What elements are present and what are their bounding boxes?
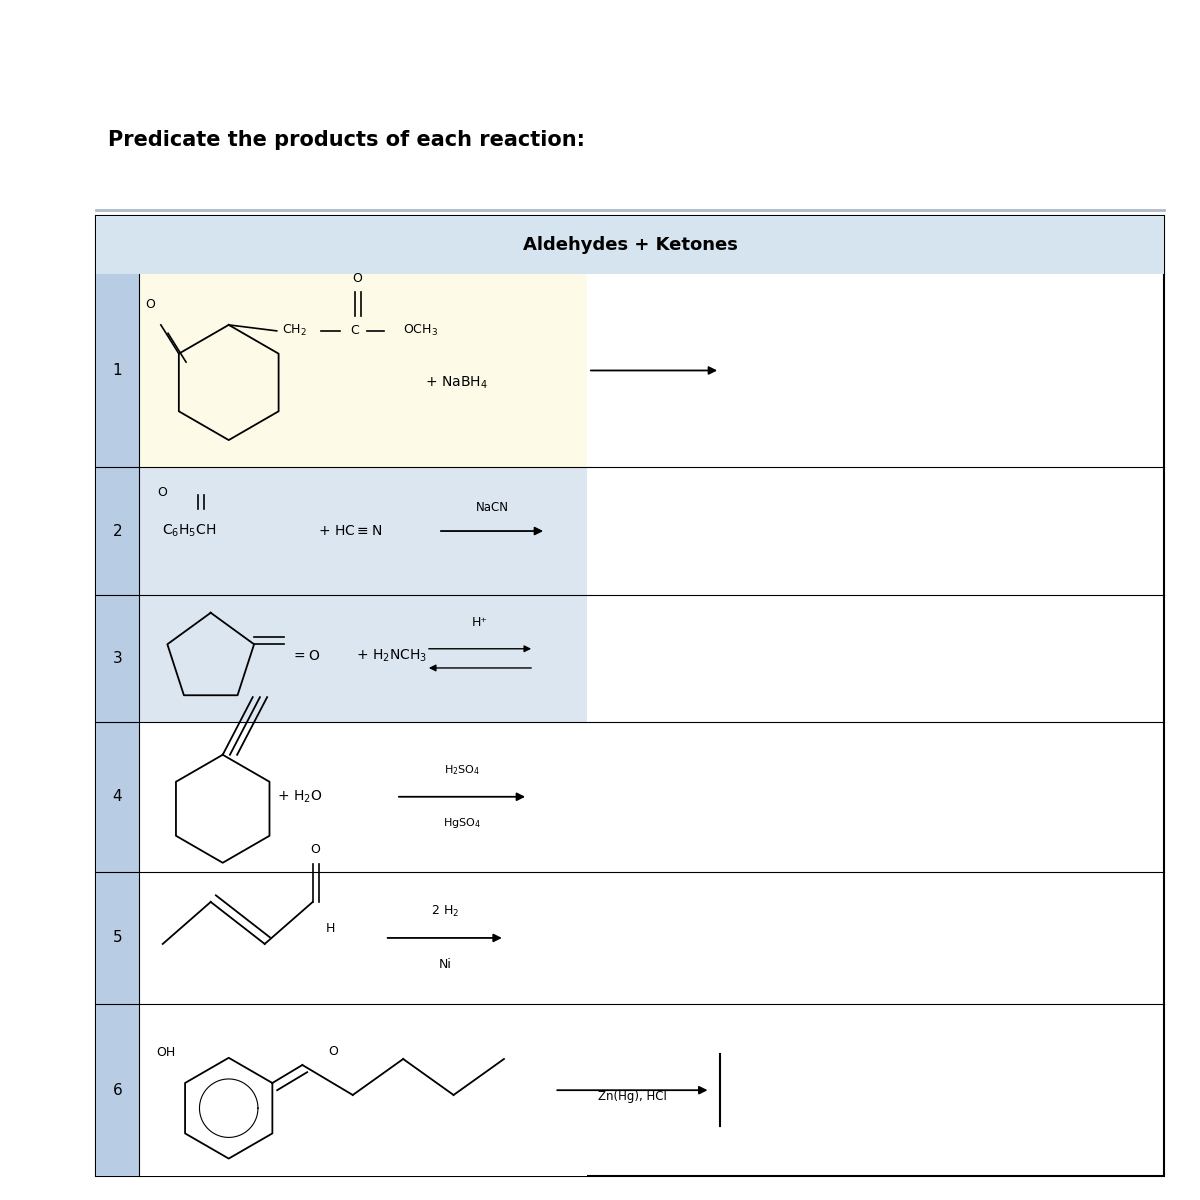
Text: O: O (352, 271, 362, 284)
Bar (96, 722, 139, 871)
Text: 3: 3 (113, 650, 122, 666)
Text: 6: 6 (113, 1082, 122, 1098)
Bar (96, 216, 1164, 1176)
Bar (139, 467, 587, 595)
Bar (96, 467, 139, 595)
Text: $\mathregular{=O}$: $\mathregular{=O}$ (292, 649, 320, 662)
Bar (96, 871, 139, 1004)
Text: C: C (350, 324, 359, 337)
Text: $\mathregular{+\ H_2O}$: $\mathregular{+\ H_2O}$ (277, 788, 323, 805)
Text: $\mathregular{HgSO_4}$: $\mathregular{HgSO_4}$ (443, 816, 481, 830)
Bar (139, 871, 587, 1004)
Text: $\mathregular{+\ HC{\equiv}N}$: $\mathregular{+\ HC{\equiv}N}$ (318, 524, 383, 538)
Text: H⁺: H⁺ (472, 616, 488, 629)
Text: O: O (310, 842, 320, 856)
Text: O: O (328, 1045, 338, 1058)
Bar (139, 722, 587, 871)
Text: $\mathregular{2\ H_2}$: $\mathregular{2\ H_2}$ (431, 904, 458, 919)
Bar (96, 1004, 139, 1176)
Text: Predicate the products of each reaction:: Predicate the products of each reaction: (108, 130, 586, 150)
Text: $\mathregular{CH_2}$: $\mathregular{CH_2}$ (282, 323, 307, 338)
Bar (96, 274, 139, 467)
Text: OH: OH (156, 1046, 175, 1060)
Bar (96, 216, 1164, 274)
Text: H: H (326, 922, 336, 935)
Text: Ni: Ni (438, 958, 451, 971)
Text: 4: 4 (113, 790, 122, 804)
Text: O: O (145, 298, 155, 311)
Text: NaCN: NaCN (475, 500, 509, 514)
Text: $\mathregular{+\ NaBH_4}$: $\mathregular{+\ NaBH_4}$ (425, 374, 487, 391)
Bar (96, 595, 139, 722)
Text: $\mathregular{H_2SO_4}$: $\mathregular{H_2SO_4}$ (444, 763, 480, 778)
Text: 1: 1 (113, 362, 122, 378)
Text: O: O (157, 486, 167, 499)
Bar (139, 595, 587, 722)
Text: 5: 5 (113, 930, 122, 946)
Bar (139, 274, 587, 467)
Text: $\mathregular{+\ H_2NCH_3}$: $\mathregular{+\ H_2NCH_3}$ (356, 648, 427, 664)
Text: $\mathregular{OCH_3}$: $\mathregular{OCH_3}$ (403, 323, 438, 338)
Text: 2: 2 (113, 523, 122, 539)
Bar (139, 1004, 587, 1176)
Text: $\mathregular{C_6H_5CH}$: $\mathregular{C_6H_5CH}$ (162, 523, 216, 539)
Text: Aldehydes + Ketones: Aldehydes + Ketones (522, 235, 738, 254)
Text: Zn(Hg), HCl: Zn(Hg), HCl (598, 1090, 667, 1103)
